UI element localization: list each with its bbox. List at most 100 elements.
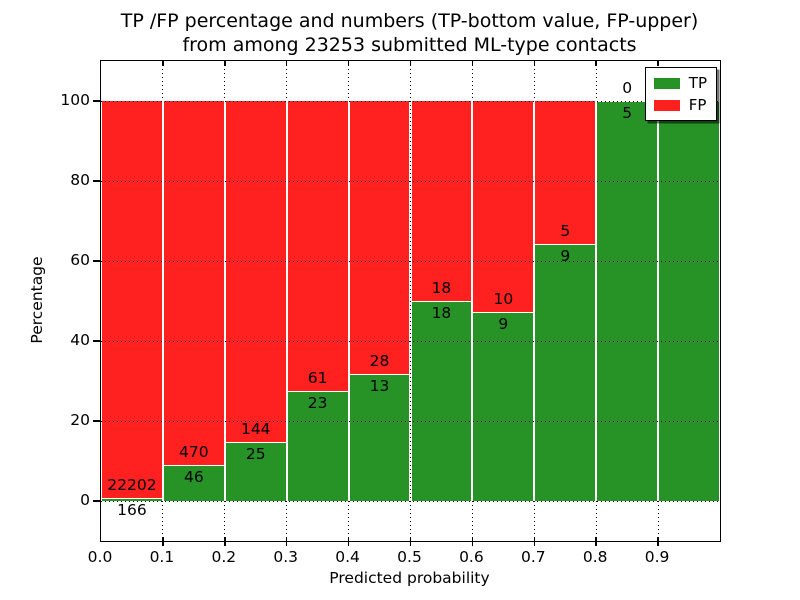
bar-segment-fp	[102, 101, 162, 499]
bar-segment-fp	[349, 101, 410, 375]
bar-value-label-fp: 28	[369, 352, 390, 371]
horizontal-gridline	[101, 340, 720, 342]
y-tick-mark	[93, 500, 100, 502]
bar-value-label-tp: 25	[245, 444, 266, 463]
x-tick-label: 0.1	[149, 548, 175, 566]
stacked-bar	[410, 101, 473, 501]
bar-segment-fp	[287, 101, 348, 392]
bar-segment-tp	[225, 441, 286, 501]
x-tick-label: 0.7	[520, 548, 546, 566]
x-tick-mark	[347, 537, 350, 546]
x-tick-mark-top	[162, 61, 164, 66]
x-tick-mark-top	[285, 61, 288, 66]
bar-segment-tp	[102, 498, 162, 501]
bar-segment-tp	[349, 374, 410, 501]
y-tick-label: 60	[70, 250, 90, 269]
bar-value-label-fp: 18	[431, 279, 452, 297]
bar-segment-tp	[473, 311, 534, 501]
x-tick-mark-top	[471, 61, 474, 66]
stacked-bar	[348, 101, 411, 501]
bar-segment-tp	[659, 101, 719, 501]
stacked-bar	[534, 101, 597, 501]
x-tick-mark	[657, 537, 659, 546]
x-tick-mark-top	[347, 61, 350, 66]
x-tick-label: 0.2	[211, 548, 237, 566]
chart-title: TP /FP percentage and numbers (TP-bottom…	[100, 9, 719, 57]
stacked-bar	[472, 101, 535, 501]
bar-segment-tp	[535, 243, 596, 501]
y-tick-mark	[93, 180, 100, 182]
stacked-bar	[162, 101, 225, 501]
y-tick-mark	[93, 420, 100, 422]
bar-value-label-tp: 13	[369, 377, 390, 396]
bar-segment-fp	[163, 101, 224, 466]
legend-item-fp: FP	[653, 94, 707, 116]
horizontal-gridline	[101, 500, 720, 502]
horizontal-gridline	[101, 180, 720, 182]
bar-value-label-tp: 166	[117, 501, 147, 520]
chart-title-line2: from among 23253 submitted ML-type conta…	[182, 34, 637, 56]
bar-segment-fp	[411, 101, 472, 301]
x-tick-mark	[409, 537, 412, 546]
plot-area: TP FP 22202 166 470 46 144 25 61 23 28 13 18 18 10 9 5…	[93, 60, 721, 546]
legend: TP FP	[644, 67, 717, 121]
fp-legend-label: FP	[688, 96, 707, 114]
bar-value-label-fp: 22202	[107, 476, 157, 495]
bar-value-label-fp: 0	[622, 79, 633, 97]
x-tick-label: 0.3	[273, 548, 299, 566]
bar-value-label-tp: 5	[622, 104, 633, 122]
bar-value-label-tp: 9	[498, 314, 509, 333]
x-tick-mark-top	[533, 61, 536, 66]
horizontal-gridline	[101, 260, 720, 262]
bar-segment-fp	[473, 101, 534, 312]
legend-item-tp: TP	[653, 72, 707, 94]
stacked-bar	[101, 101, 163, 501]
bar-value-label-tp: 46	[183, 468, 204, 487]
x-tick-mark	[162, 537, 164, 546]
bar-value-label-fp: 470	[179, 443, 209, 462]
chart-title-line1: TP /FP percentage and numbers (TP-bottom…	[120, 10, 699, 32]
horizontal-gridline	[101, 100, 720, 102]
y-tick-label: 0	[80, 490, 90, 509]
x-tick-label: 0.5	[397, 548, 422, 566]
x-tick-label: 0.4	[335, 548, 360, 566]
bar-segment-tp	[287, 391, 348, 501]
x-tick-mark	[224, 537, 226, 546]
bar-value-label-fp: 10	[493, 289, 514, 308]
bar-segment-fp	[535, 101, 596, 244]
horizontal-gridline	[101, 420, 720, 422]
x-tick-mark-top	[657, 61, 659, 66]
tp-legend-swatch	[653, 77, 680, 89]
bar-value-label-tp: 9	[560, 246, 571, 265]
x-tick-mark	[285, 537, 288, 546]
bar-value-label-tp: 18	[431, 304, 452, 322]
stacked-bar	[286, 101, 349, 501]
x-tick-label: 0.0	[87, 548, 113, 566]
x-tick-label: 0.9	[644, 548, 670, 566]
x-tick-mark	[471, 537, 474, 546]
x-axis-label: Predicted probability	[329, 569, 490, 587]
bar-value-label-fp: 144	[240, 419, 271, 438]
stacked-bar	[658, 101, 720, 501]
bar-value-label-tp: 23	[307, 394, 328, 413]
x-tick-mark	[595, 537, 597, 546]
x-tick-label: 0.8	[582, 548, 608, 566]
x-tick-mark-top	[409, 61, 412, 66]
y-tick-mark	[93, 340, 100, 342]
tp-legend-label: TP	[688, 74, 707, 92]
x-tick-mark-top	[595, 61, 597, 66]
x-tick-mark-top	[224, 61, 226, 66]
bar-segment-tp	[597, 101, 658, 501]
bar-value-label-fp: 61	[307, 369, 328, 388]
bar-value-label-fp: 5	[560, 221, 571, 240]
y-tick-label: 80	[70, 170, 90, 189]
bar-segment-tp	[163, 465, 224, 501]
y-tick-label: 20	[70, 410, 90, 429]
bar-segment-tp	[411, 301, 472, 501]
fp-legend-swatch	[653, 99, 680, 111]
x-tick-mark	[533, 537, 536, 546]
y-tick-mark	[93, 260, 100, 262]
stacked-bar	[224, 101, 287, 501]
stacked-bar	[596, 101, 659, 501]
